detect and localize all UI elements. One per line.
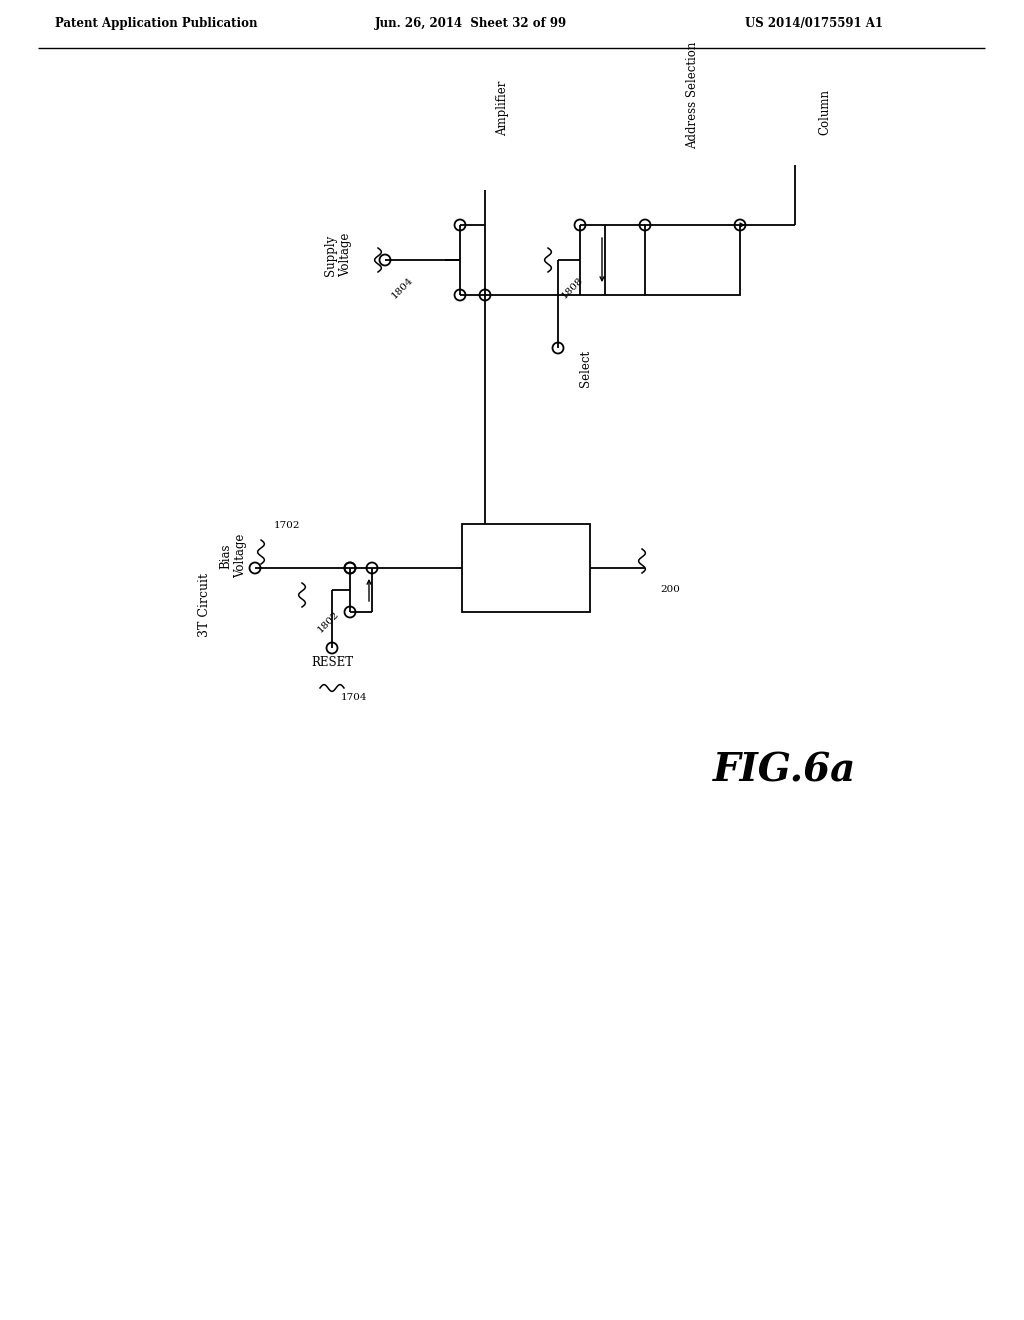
Text: Bias
Voltage: Bias Voltage (219, 533, 247, 578)
Text: Column: Column (818, 88, 831, 135)
Text: Quantum Dot
Material: Quantum Dot Material (486, 554, 566, 582)
Text: 1808: 1808 (559, 276, 585, 301)
Text: Patent Application Publication: Patent Application Publication (55, 17, 257, 30)
Text: FIG.6a: FIG.6a (714, 751, 857, 789)
Bar (462, 524, 590, 612)
Text: 3T Circuit: 3T Circuit (199, 573, 212, 638)
Text: Jun. 26, 2014  Sheet 32 of 99: Jun. 26, 2014 Sheet 32 of 99 (375, 17, 567, 30)
Text: US 2014/0175591 A1: US 2014/0175591 A1 (745, 17, 883, 30)
Text: Address Selection: Address Selection (686, 41, 699, 149)
Text: Amplifier: Amplifier (497, 81, 510, 136)
Text: 1804: 1804 (389, 276, 415, 301)
Text: 1704: 1704 (341, 693, 368, 702)
Text: 1702: 1702 (273, 521, 300, 531)
Text: Select: Select (579, 350, 592, 387)
Text: 200: 200 (660, 586, 680, 594)
Text: 1802: 1802 (315, 610, 341, 635)
Text: RESET: RESET (311, 656, 353, 668)
Bar (645, 224, 740, 294)
Text: Supply
Voltage: Supply Voltage (324, 232, 352, 277)
